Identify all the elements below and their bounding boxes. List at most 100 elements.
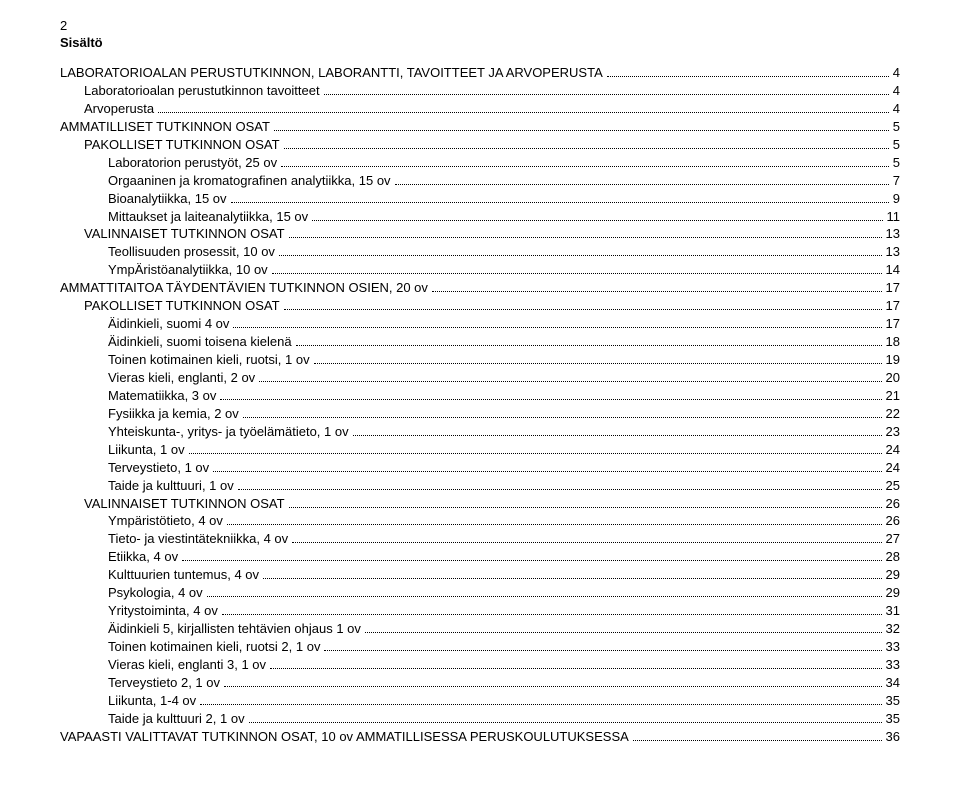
- toc-leader-dots: [213, 471, 881, 472]
- toc-entry-page: 17: [886, 297, 900, 315]
- toc-entry-label: Liikunta, 1-4 ov: [108, 692, 196, 710]
- toc-entry-label: Äidinkieli, suomi toisena kielenä: [108, 333, 292, 351]
- toc-leader-dots: [281, 166, 889, 167]
- toc-entry-label: Arvoperusta: [84, 100, 154, 118]
- toc-entry-page: 26: [886, 512, 900, 530]
- toc-entry: PAKOLLISET TUTKINNON OSAT5: [60, 136, 900, 154]
- toc-leader-dots: [296, 345, 882, 346]
- toc-entry: Psykologia, 4 ov29: [60, 584, 900, 602]
- toc-leader-dots: [432, 291, 882, 292]
- toc-entry: Mittaukset ja laiteanalytiikka, 15 ov 11: [60, 208, 900, 226]
- toc-entry: VALINNAISET TUTKINNON OSAT26: [60, 495, 900, 513]
- toc-entry: Matematiikka, 3 ov21: [60, 387, 900, 405]
- toc-entry: Toinen kotimainen kieli, ruotsi 2, 1 ov 3…: [60, 638, 900, 656]
- toc-leader-dots: [324, 650, 881, 651]
- toc-entry-page: 33: [886, 656, 900, 674]
- toc-entry-label: Äidinkieli 5, kirjallisten tehtävien ohj…: [108, 620, 361, 638]
- toc-leader-dots: [189, 453, 882, 454]
- toc-entry: Yhteiskunta-, yritys- ja työelämätieto, …: [60, 423, 900, 441]
- toc-entry: Teollisuuden prosessit, 10 ov13: [60, 243, 900, 261]
- toc-entry: Orgaaninen ja kromatografinen analytiikk…: [60, 172, 900, 190]
- toc-leader-dots: [633, 740, 882, 741]
- toc-entry: Äidinkieli, suomi 4 ov17: [60, 315, 900, 333]
- toc-entry: Liikunta, 1 ov 24: [60, 441, 900, 459]
- toc-entry-label: Bioanalytiikka, 15 ov: [108, 190, 227, 208]
- toc-entry: Laboratorioalan perustutkinnon tavoittee…: [60, 82, 900, 100]
- toc-entry: Tieto- ja viestintätekniikka, 4 ov27: [60, 530, 900, 548]
- toc-leader-dots: [289, 507, 882, 508]
- toc-entry-page: 14: [886, 261, 900, 279]
- toc-entry-page: 17: [886, 315, 900, 333]
- toc-entry: PAKOLLISET TUTKINNON OSAT17: [60, 297, 900, 315]
- toc-entry-page: 32: [886, 620, 900, 638]
- toc-entry-label: Terveystieto, 1 ov: [108, 459, 209, 477]
- toc-entry: AMMATTITAITOA TÄYDENTÄVIEN TUTKINNON OSI…: [60, 279, 900, 297]
- toc-entry-page: 4: [893, 64, 900, 82]
- toc-entry: VAPAASTI VALITTAVAT TUTKINNON OSAT, 10 o…: [60, 728, 900, 746]
- toc-entry: Arvoperusta4: [60, 100, 900, 118]
- toc-leader-dots: [238, 489, 882, 490]
- toc-leader-dots: [182, 560, 881, 561]
- toc-entry-label: Teollisuuden prosessit, 10 ov: [108, 243, 275, 261]
- toc-leader-dots: [249, 722, 882, 723]
- toc-entry-label: Psykologia, 4 ov: [108, 584, 203, 602]
- toc-entry-page: 33: [886, 638, 900, 656]
- toc-leader-dots: [220, 399, 881, 400]
- toc-entry-page: 24: [886, 441, 900, 459]
- toc-entry-label: Laboratorion perustyöt, 25 ov: [108, 154, 277, 172]
- toc-entry: AMMATILLISET TUTKINNON OSAT5: [60, 118, 900, 136]
- toc-leader-dots: [272, 273, 882, 274]
- toc-entry-label: Taide ja kulttuuri, 1 ov: [108, 477, 234, 495]
- toc-entry: Ympäristötieto, 4 ov26: [60, 512, 900, 530]
- toc-entry: Vieras kieli, englanti 3, 1 ov33: [60, 656, 900, 674]
- toc-entry-label: Liikunta, 1 ov: [108, 441, 185, 459]
- toc-entry-label: Fysiikka ja kemia, 2 ov: [108, 405, 239, 423]
- toc-leader-dots: [284, 148, 889, 149]
- toc-entry-page: 31: [886, 602, 900, 620]
- toc-leader-dots: [274, 130, 889, 131]
- toc-entry-label: Toinen kotimainen kieli, ruotsi 2, 1 ov: [108, 638, 320, 656]
- toc-entry-page: 29: [886, 566, 900, 584]
- toc-entry-label: VAPAASTI VALITTAVAT TUTKINNON OSAT, 10 o…: [60, 728, 629, 746]
- toc-entry-page: 19: [886, 351, 900, 369]
- toc-entry: Taide ja kulttuuri 2, 1 ov35: [60, 710, 900, 728]
- sisalto-heading: Sisältö: [60, 35, 900, 50]
- toc-entry-page: 11: [887, 208, 901, 226]
- toc-entry-label: Taide ja kulttuuri 2, 1 ov: [108, 710, 245, 728]
- toc-leader-dots: [270, 668, 882, 669]
- table-of-contents: LABORATORIOALAN PERUSTUTKINNON, LABORANT…: [60, 64, 900, 746]
- toc-leader-dots: [314, 363, 882, 364]
- toc-entry-label: Mittaukset ja laiteanalytiikka, 15 ov: [108, 208, 308, 226]
- toc-entry-label: VALINNAISET TUTKINNON OSAT: [84, 225, 285, 243]
- toc-leader-dots: [365, 632, 882, 633]
- toc-entry-label: YmpÄristöanalytiikka, 10 ov: [108, 261, 268, 279]
- toc-entry: YmpÄristöanalytiikka, 10 ov 14: [60, 261, 900, 279]
- toc-entry-page: 5: [893, 154, 900, 172]
- toc-leader-dots: [263, 578, 882, 579]
- toc-entry-page: 4: [893, 82, 900, 100]
- toc-leader-dots: [395, 184, 889, 185]
- toc-leader-dots: [233, 327, 881, 328]
- toc-entry-page: 9: [893, 190, 900, 208]
- toc-entry-label: Toinen kotimainen kieli, ruotsi, 1 ov: [108, 351, 310, 369]
- toc-leader-dots: [222, 614, 882, 615]
- toc-entry-label: Kulttuurien tuntemus, 4 ov: [108, 566, 259, 584]
- toc-entry: Kulttuurien tuntemus, 4 ov 29: [60, 566, 900, 584]
- toc-leader-dots: [224, 686, 882, 687]
- toc-leader-dots: [607, 76, 889, 77]
- toc-entry-page: 17: [886, 279, 900, 297]
- toc-leader-dots: [324, 94, 889, 95]
- toc-leader-dots: [353, 435, 882, 436]
- toc-entry-page: 28: [886, 548, 900, 566]
- toc-entry: Bioanalytiikka, 15 ov 9: [60, 190, 900, 208]
- toc-entry: Laboratorion perustyöt, 25 ov 5: [60, 154, 900, 172]
- toc-leader-dots: [227, 524, 882, 525]
- toc-entry-label: LABORATORIOALAN PERUSTUTKINNON, LABORANT…: [60, 64, 603, 82]
- toc-entry-page: 20: [886, 369, 900, 387]
- toc-entry-page: 7: [893, 172, 900, 190]
- toc-entry-page: 27: [886, 530, 900, 548]
- toc-entry-label: Orgaaninen ja kromatografinen analytiikk…: [108, 172, 391, 190]
- toc-leader-dots: [231, 202, 889, 203]
- toc-entry-label: Laboratorioalan perustutkinnon tavoittee…: [84, 82, 320, 100]
- toc-entry-label: VALINNAISET TUTKINNON OSAT: [84, 495, 285, 513]
